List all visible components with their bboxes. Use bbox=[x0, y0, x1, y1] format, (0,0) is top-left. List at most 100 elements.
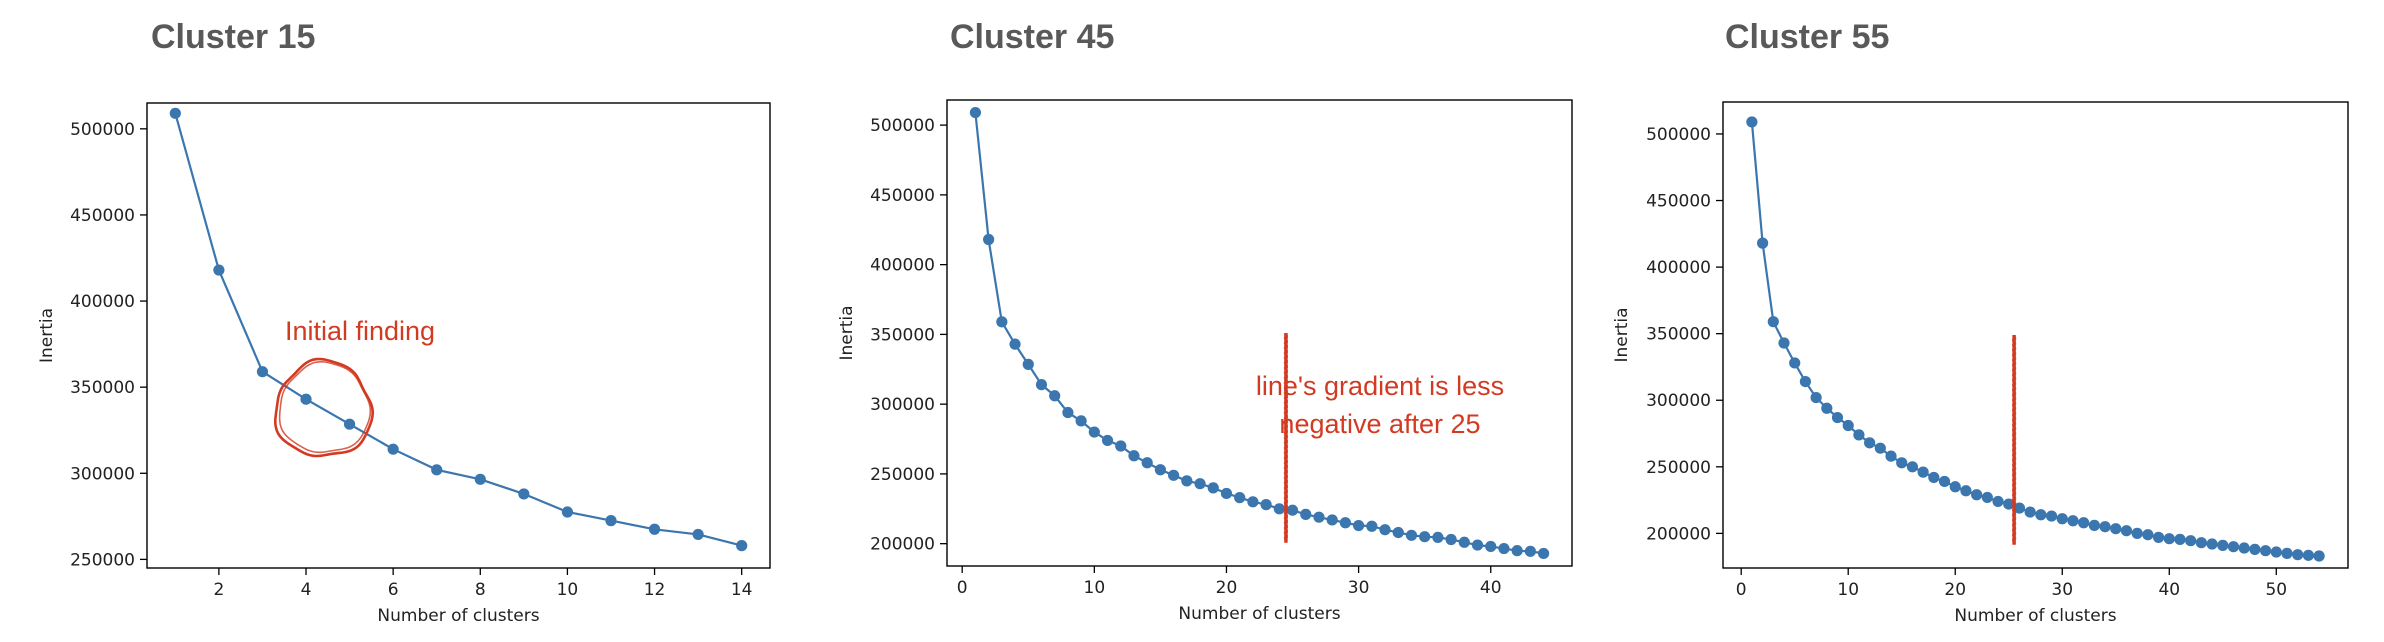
chart-title: Cluster 45 bbox=[950, 18, 1115, 56]
data-point bbox=[1260, 499, 1272, 511]
data-point bbox=[1992, 495, 2004, 508]
y-tick-label: 350000 bbox=[1646, 325, 1711, 345]
y-tick-label: 300000 bbox=[870, 395, 935, 415]
data-point bbox=[2024, 506, 2036, 518]
plot-frame bbox=[946, 99, 1573, 567]
data-point bbox=[1746, 116, 1758, 128]
data-point bbox=[2292, 549, 2304, 561]
data-point bbox=[1864, 437, 1876, 449]
x-tick-label: 20 bbox=[1944, 580, 1966, 600]
y-tick-label: 500000 bbox=[870, 116, 935, 136]
data-point bbox=[1896, 457, 1908, 469]
y-axis-label: Inertia bbox=[837, 305, 857, 360]
y-tick-label: 400000 bbox=[70, 292, 135, 312]
data-point bbox=[2281, 547, 2293, 559]
data-point bbox=[2302, 549, 2315, 561]
data-point bbox=[1498, 542, 1510, 555]
x-tick-label: 40 bbox=[2158, 580, 2180, 600]
data-point bbox=[1405, 529, 1418, 541]
annotation-label: Initial finding bbox=[285, 316, 435, 346]
y-tick-label: 400000 bbox=[1646, 258, 1711, 278]
data-point bbox=[1458, 536, 1470, 548]
data-point bbox=[1842, 419, 1854, 432]
data-point bbox=[2174, 533, 2186, 545]
data-point bbox=[1379, 524, 1391, 536]
data-point bbox=[1821, 402, 1833, 414]
y-tick-label: 350000 bbox=[70, 378, 135, 398]
data-point bbox=[1088, 426, 1100, 438]
data-point bbox=[1537, 547, 1550, 560]
data-point bbox=[343, 418, 356, 430]
x-tick-label: 10 bbox=[1837, 580, 1859, 600]
x-tick-label: 0 bbox=[957, 578, 968, 598]
data-point bbox=[1778, 337, 1790, 349]
x-tick-label: 10 bbox=[1084, 578, 1106, 598]
data-point bbox=[387, 443, 399, 455]
y-tick-label: 200000 bbox=[1646, 524, 1711, 544]
data-point bbox=[1101, 434, 1114, 447]
data-point bbox=[1445, 533, 1457, 546]
data-point bbox=[736, 540, 748, 552]
plot-frame bbox=[1722, 101, 2349, 569]
y-axis-label: Inertia bbox=[1612, 307, 1632, 362]
x-axis-label: Number of clusters bbox=[1954, 606, 2116, 626]
data-point bbox=[969, 106, 982, 119]
data-point bbox=[2259, 545, 2272, 557]
data-point bbox=[1756, 237, 1769, 249]
data-point bbox=[2045, 510, 2058, 522]
data-point bbox=[1799, 376, 1812, 388]
x-tick-label: 10 bbox=[557, 580, 579, 600]
data-point bbox=[2035, 509, 2047, 521]
y-tick-label: 500000 bbox=[1646, 125, 1711, 145]
data-point bbox=[213, 264, 225, 276]
y-tick-label: 300000 bbox=[1646, 391, 1711, 411]
data-point bbox=[1273, 503, 1285, 515]
data-point bbox=[1949, 481, 1961, 493]
data-point bbox=[1353, 519, 1365, 532]
data-point bbox=[1234, 492, 1246, 504]
data-point bbox=[1286, 504, 1299, 516]
x-tick-label: 50 bbox=[2265, 580, 2287, 600]
plot-frame bbox=[146, 102, 771, 569]
data-point bbox=[1767, 316, 1779, 328]
data-point bbox=[1049, 390, 1061, 402]
data-point bbox=[1075, 415, 1087, 427]
x-tick-label: 2 bbox=[213, 580, 224, 600]
data-point bbox=[1194, 478, 1206, 490]
data-point bbox=[648, 523, 661, 535]
x-axis-label: Number of clusters bbox=[377, 606, 539, 626]
data-point bbox=[2142, 529, 2154, 541]
data-point bbox=[1485, 540, 1497, 553]
x-tick-label: 0 bbox=[1736, 580, 1747, 600]
data-point bbox=[1326, 514, 1338, 526]
data-point bbox=[2313, 550, 2325, 562]
data-point bbox=[2185, 535, 2197, 547]
data-point bbox=[2270, 546, 2282, 558]
data-point bbox=[605, 515, 617, 527]
y-tick-label: 450000 bbox=[870, 186, 935, 206]
data-point bbox=[1831, 411, 1844, 424]
data-point bbox=[1810, 391, 1822, 404]
data-point bbox=[1115, 440, 1127, 452]
data-point bbox=[1366, 520, 1378, 532]
data-point bbox=[2003, 498, 2015, 510]
data-point bbox=[2088, 519, 2100, 531]
y-tick-label: 350000 bbox=[870, 325, 935, 345]
data-point bbox=[2163, 533, 2175, 545]
data-point bbox=[1128, 450, 1140, 462]
x-tick-label: 8 bbox=[475, 580, 486, 600]
data-point bbox=[1154, 464, 1166, 476]
data-point bbox=[1141, 457, 1153, 469]
data-point bbox=[692, 528, 704, 541]
data-point bbox=[1906, 461, 1919, 473]
data-point bbox=[2078, 517, 2090, 529]
data-point bbox=[1392, 526, 1404, 539]
data-point bbox=[1511, 545, 1523, 557]
y-tick-label: 250000 bbox=[70, 550, 135, 570]
data-point bbox=[256, 366, 269, 378]
data-point bbox=[2056, 513, 2068, 525]
x-tick-label: 14 bbox=[731, 580, 753, 600]
